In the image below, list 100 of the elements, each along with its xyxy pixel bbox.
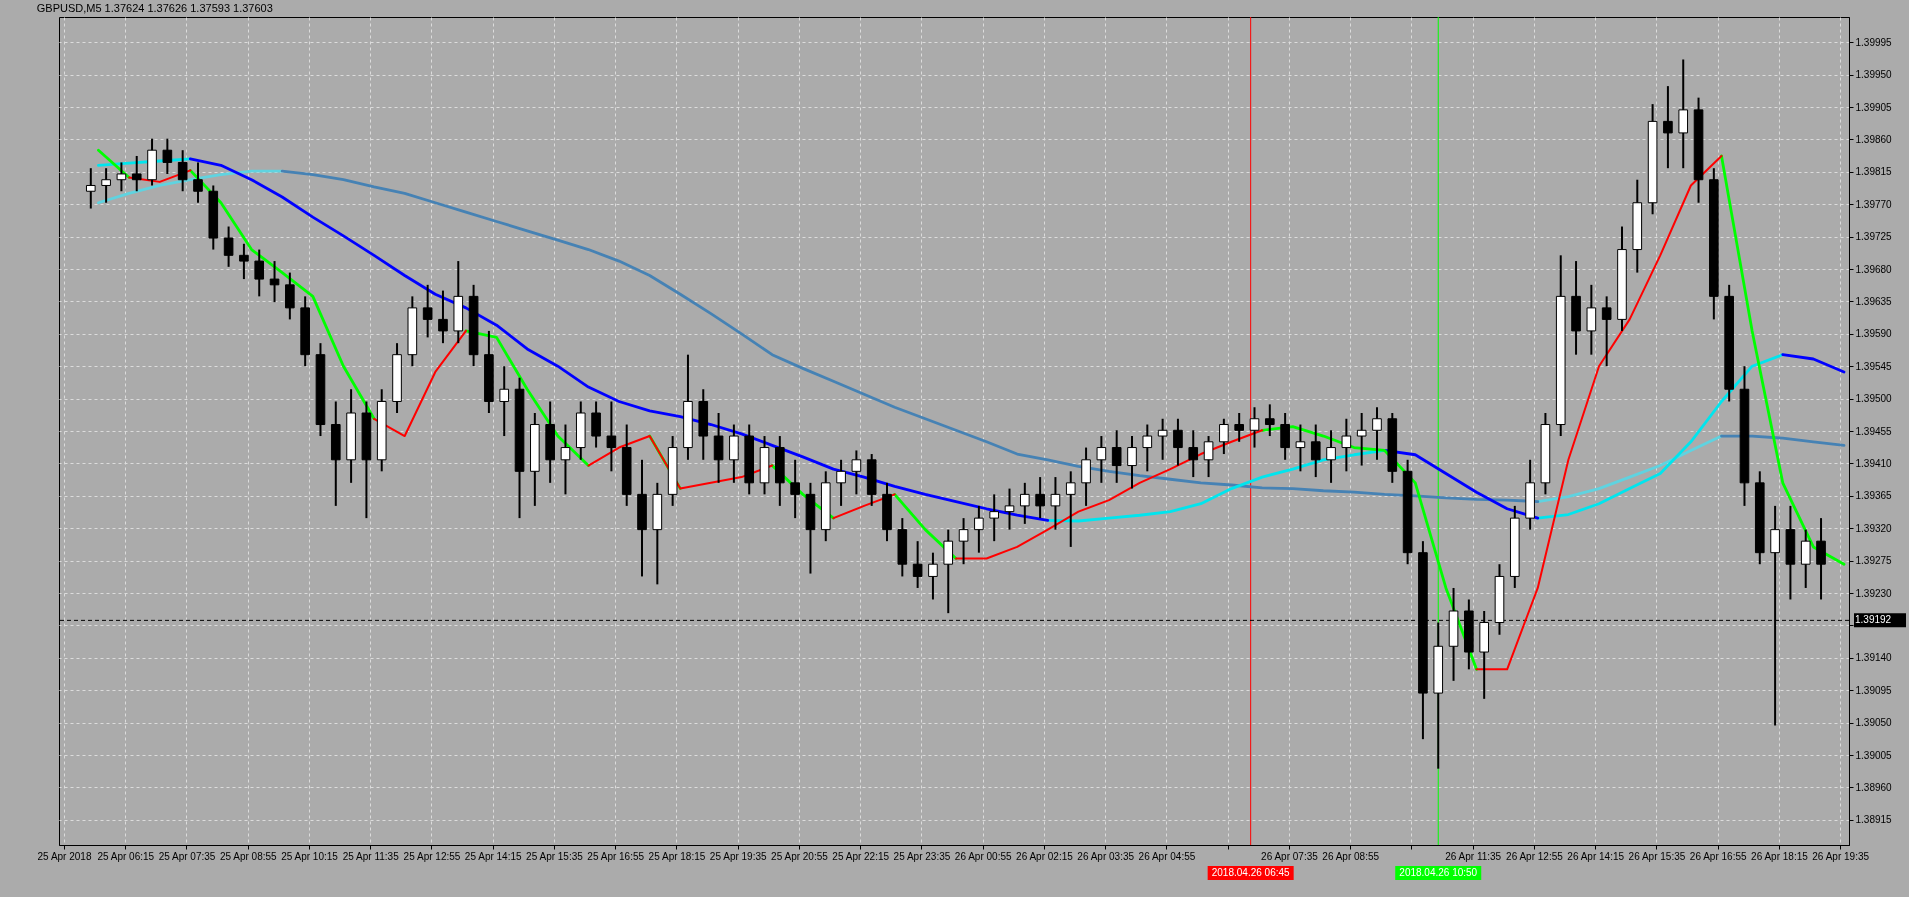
x-tick-label: 25 Apr 18:15	[648, 850, 706, 862]
candlestick	[162, 137, 173, 175]
candlestick	[1663, 85, 1673, 170]
x-tick-label: 26 Apr 19:35	[1812, 850, 1870, 862]
candlestick	[1372, 406, 1382, 461]
y-tick-label: 1.39815	[1855, 166, 1893, 178]
y-tick-label: 1.38960	[1855, 781, 1893, 793]
candlestick	[254, 248, 265, 298]
y-tick-label: 1.39005	[1855, 749, 1893, 761]
x-tick-label: 26 Apr 12:55	[1506, 850, 1564, 862]
candlestick	[606, 400, 617, 473]
candlestick	[85, 167, 96, 210]
y-tick-label: 1.39770	[1855, 198, 1893, 210]
candlestick	[1203, 435, 1214, 479]
candlestick	[285, 271, 295, 321]
x-tick-label: 25 Apr 2018	[37, 850, 92, 862]
ref-line-label: 1.39192	[1855, 614, 1892, 626]
candlestick	[943, 528, 954, 615]
candlestick	[1142, 423, 1153, 473]
x-tick-label: 25 Apr 12:55	[403, 850, 461, 862]
y-tick-label: 1.39635	[1855, 295, 1893, 307]
candlestick	[101, 167, 111, 204]
x-tick-label: 25 Apr 22:15	[832, 850, 890, 862]
candlestick	[499, 365, 510, 438]
ref-line-label: 2018.04.26 10:50	[1399, 867, 1478, 878]
x-tick-label: 25 Apr 23:35	[893, 850, 951, 862]
candlestick	[1111, 429, 1122, 484]
candlestick	[1816, 517, 1826, 601]
candlestick	[836, 458, 846, 507]
candlestick	[974, 504, 984, 554]
y-tick-label: 1.39500	[1855, 393, 1893, 405]
y-tick-label: 1.39725	[1855, 231, 1893, 243]
candlestick	[851, 449, 862, 496]
x-tick-label: 26 Apr 04:55	[1138, 850, 1196, 862]
x-tick-label: 26 Apr 00:55	[954, 850, 1012, 862]
x-tick-label: 25 Apr 07:35	[158, 850, 216, 862]
y-tick-label: 1.39050	[1855, 717, 1893, 729]
candlestick	[1020, 481, 1030, 525]
x-tick-label: 26 Apr 08:55	[1322, 850, 1380, 862]
candlestick	[1234, 412, 1244, 443]
candlestick	[1035, 476, 1045, 520]
y-tick-label: 1.39365	[1855, 490, 1893, 502]
candlestick	[1050, 476, 1061, 531]
candlestick	[1004, 487, 1015, 531]
candlestick	[1188, 429, 1199, 479]
candlestick	[1280, 412, 1290, 461]
y-tick-label: 1.39140	[1855, 652, 1893, 664]
candlestick	[729, 423, 739, 484]
candlestick	[1310, 423, 1321, 479]
y-tick-label: 1.39995	[1855, 36, 1893, 48]
candlestick	[1081, 446, 1091, 507]
x-tick-label: 26 Apr 07:35	[1261, 850, 1319, 862]
x-tick-label: 25 Apr 20:55	[771, 850, 829, 862]
candlestick	[1173, 417, 1183, 467]
candlestick	[239, 242, 249, 281]
y-tick-label: 1.39230	[1855, 587, 1893, 599]
x-tick-label: 25 Apr 14:15	[464, 850, 523, 862]
x-tick-label: 25 Apr 06:15	[97, 850, 155, 862]
y-tick-label: 1.39545	[1855, 360, 1893, 372]
x-tick-label: 25 Apr 15:35	[526, 850, 584, 862]
ref-line-label: 2018.04.26 06:45	[1211, 867, 1291, 878]
candlestick	[928, 551, 938, 601]
candlestick	[560, 423, 571, 496]
candlestick	[1678, 58, 1689, 170]
x-tick-label: 26 Apr 11:35	[1445, 850, 1502, 862]
candlestick	[193, 161, 203, 204]
candlestick	[177, 149, 188, 193]
candlestick	[1264, 403, 1275, 438]
y-tick-label: 1.39905	[1855, 101, 1893, 113]
candlestick	[1295, 423, 1306, 473]
x-tick-label: 26 Apr 16:55	[1689, 850, 1747, 862]
candlestick	[790, 458, 800, 520]
x-tick-label: 25 Apr 16:55	[587, 850, 645, 862]
x-tick-label: 26 Apr 18:15	[1751, 850, 1809, 862]
candlestick	[438, 289, 448, 345]
candlestick	[1096, 435, 1107, 484]
candlestick	[269, 260, 280, 304]
candlestick	[116, 161, 127, 193]
candlestick	[1219, 417, 1229, 456]
y-tick-label: 1.38915	[1855, 814, 1893, 826]
candlestick	[591, 400, 601, 449]
candlestick	[1249, 406, 1260, 449]
x-tick-label: 25 Apr 10:15	[281, 850, 339, 862]
candlestick	[713, 412, 724, 484]
candlestick	[1800, 528, 1811, 589]
candlestick	[422, 283, 433, 339]
candlestick	[1157, 417, 1168, 461]
y-tick-label: 1.39590	[1855, 328, 1893, 340]
y-tick-label: 1.39320	[1855, 522, 1893, 534]
y-tick-label: 1.39455	[1855, 425, 1893, 437]
candlestick	[1356, 412, 1367, 467]
x-tick-label: 26 Apr 14:15	[1567, 850, 1625, 862]
y-tick-label: 1.39950	[1855, 69, 1893, 81]
y-tick-label: 1.39860	[1855, 133, 1893, 145]
y-tick-label: 1.39095	[1855, 684, 1893, 696]
x-tick-label: 25 Apr 08:55	[219, 850, 278, 862]
candlestick	[131, 154, 142, 193]
y-tick-label: 1.39680	[1855, 263, 1893, 275]
candlestick	[223, 225, 234, 268]
y-tick-label: 1.39275	[1855, 555, 1893, 567]
